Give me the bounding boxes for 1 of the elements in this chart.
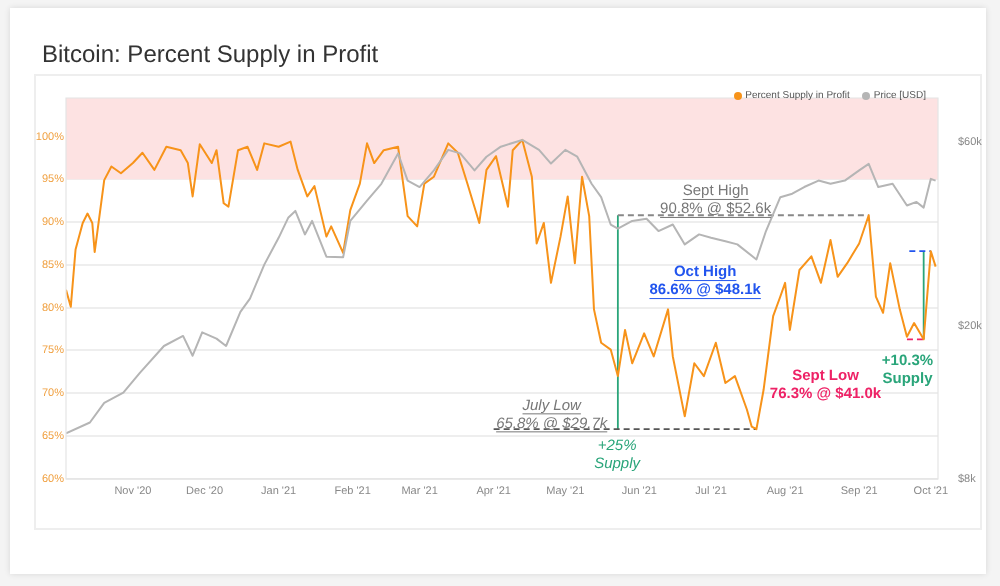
chart-title: Bitcoin: Percent Supply in Profit bbox=[42, 40, 379, 68]
